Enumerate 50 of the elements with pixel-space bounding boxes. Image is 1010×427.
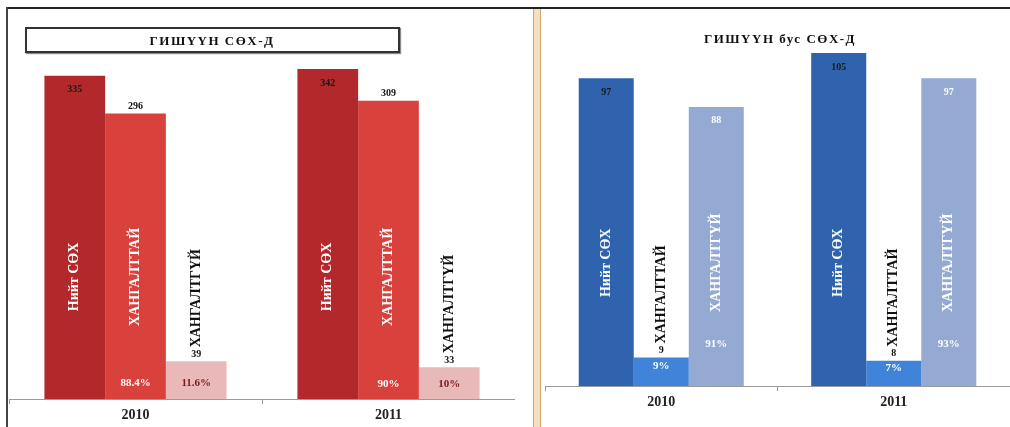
bar xyxy=(418,367,480,399)
bar xyxy=(44,75,106,399)
data-label: 9 xyxy=(658,344,664,356)
series-label: Нийт СӨХ xyxy=(319,242,335,312)
bar xyxy=(811,53,867,386)
text: ХАНГАЛТГҮЙ xyxy=(186,248,203,348)
annotation: 10% xyxy=(438,376,461,389)
annotation: 7% xyxy=(885,360,902,373)
text: ХАНГАЛТТАЙ xyxy=(885,248,901,347)
x-tick-label: 2011 xyxy=(374,407,403,423)
x-tick-label: 2011 xyxy=(880,394,908,410)
bar xyxy=(297,69,359,399)
annotation: 91% xyxy=(705,336,728,349)
data-label: 296 xyxy=(128,99,143,111)
annotation: 9% xyxy=(653,358,670,371)
annotation: 90% xyxy=(377,376,400,389)
x-tick-label: 2010 xyxy=(647,394,676,410)
text: ХАНГАЛТГҮЙ xyxy=(940,213,956,312)
series-label: ХАНГАЛТГҮЙ xyxy=(706,213,723,312)
text: Нийт СӨХ xyxy=(830,228,846,298)
data-label: 33 xyxy=(444,353,455,365)
data-label: 97 xyxy=(601,85,612,97)
annotation: 88.4% xyxy=(120,375,151,388)
data-label: 309 xyxy=(381,87,396,99)
bar xyxy=(866,360,922,386)
bar xyxy=(921,78,977,386)
series-label: ХАНГАЛТТАЙ xyxy=(126,227,143,326)
data-label: 97 xyxy=(943,85,954,97)
bar xyxy=(358,100,419,399)
text: ХАНГАЛТТАЙ xyxy=(651,245,668,344)
bar xyxy=(578,78,634,386)
x-tick-label: 2010 xyxy=(121,407,150,423)
annotation: 11.6% xyxy=(181,375,212,388)
bar xyxy=(633,357,689,386)
data-label: 105 xyxy=(831,60,847,72)
chart-title: ГИШҮҮН бус СӨХ-Д xyxy=(703,30,857,46)
data-label: 88 xyxy=(711,114,722,126)
data-label: 335 xyxy=(67,83,83,95)
series-label: Нийт СӨХ xyxy=(597,228,613,298)
text: ХАНГАЛТГҮЙ xyxy=(440,254,456,354)
data-label: 8 xyxy=(891,347,897,359)
data-label: 342 xyxy=(320,76,336,88)
bar xyxy=(165,361,227,399)
text: ХАНГАЛТТАЙ xyxy=(380,227,396,326)
bar xyxy=(688,106,744,386)
data-label: 39 xyxy=(191,347,202,359)
bar xyxy=(105,113,166,399)
chart-title: ГИШҮҮН СӨХ-Д xyxy=(149,32,275,48)
text: Нийт СӨХ xyxy=(66,242,82,312)
annotation: 93% xyxy=(937,336,960,349)
